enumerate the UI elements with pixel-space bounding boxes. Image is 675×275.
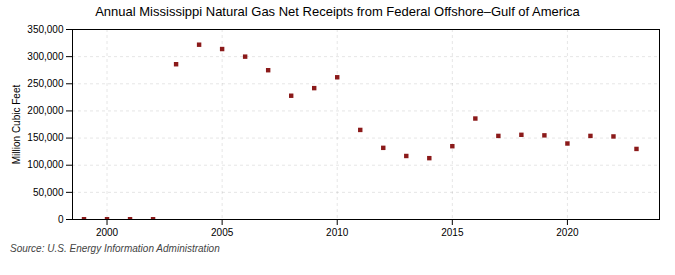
svg-text:150,000: 150,000	[27, 132, 64, 143]
svg-text:2015: 2015	[441, 227, 464, 238]
svg-text:350,000: 350,000	[27, 24, 64, 35]
svg-text:100,000: 100,000	[27, 159, 64, 170]
html-text:Source: U.S. Energy Informatio: Source: U.S. Energy Information Administ…	[10, 243, 220, 254]
svg-text:250,000: 250,000	[27, 78, 64, 89]
html-text:Annual Mississippi Natural Gas: Annual Mississippi Natural Gas Net Recei…	[95, 4, 580, 19]
svg-text:200,000: 200,000	[27, 105, 64, 116]
svg-text:300,000: 300,000	[27, 51, 64, 62]
svg-text:Million Cubic Feet: Million Cubic Feet	[11, 85, 22, 165]
svg-text:2000: 2000	[96, 227, 119, 238]
svg-text:50,000: 50,000	[33, 187, 64, 198]
svg-text:2020: 2020	[556, 227, 579, 238]
svg-text:2005: 2005	[211, 227, 234, 238]
svg-text:0: 0	[58, 214, 64, 225]
svg-text:2010: 2010	[326, 227, 349, 238]
